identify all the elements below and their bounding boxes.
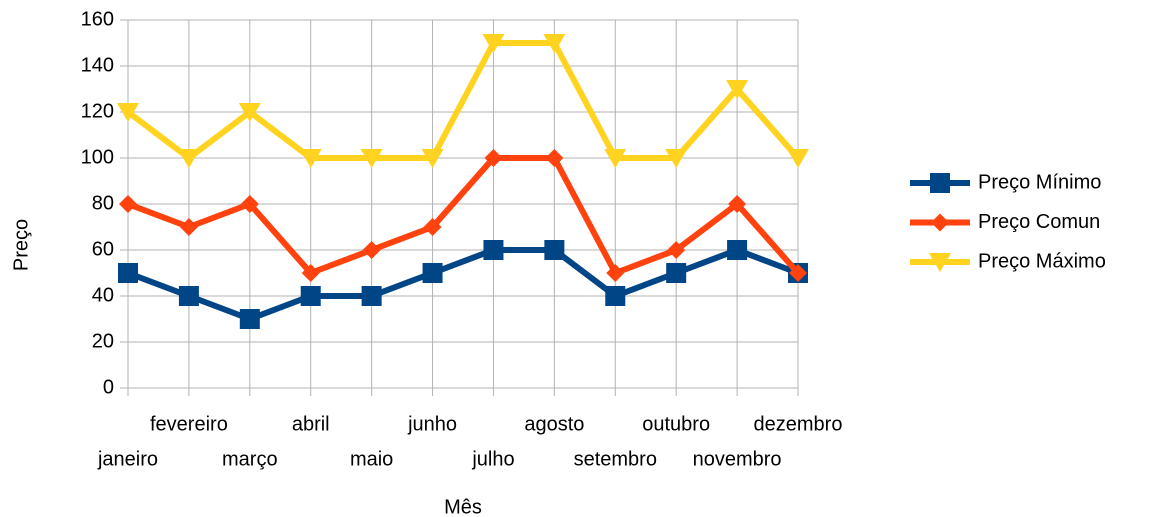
data-point xyxy=(422,263,443,283)
y-tick-label: 0 xyxy=(103,376,114,398)
data-point xyxy=(301,264,320,282)
data-point xyxy=(543,34,566,53)
series-line xyxy=(126,40,801,161)
legend-label: Preço Mínimo xyxy=(978,171,1101,193)
x-tick-label: março xyxy=(222,448,278,470)
data-point xyxy=(482,34,505,53)
data-point xyxy=(604,149,627,168)
y-tick-label: 20 xyxy=(92,330,114,352)
y-tick-label: 160 xyxy=(81,8,114,30)
data-point xyxy=(665,149,688,168)
data-point xyxy=(239,309,260,329)
data-point xyxy=(299,149,322,168)
data-point xyxy=(179,218,198,236)
y-tick-label: 140 xyxy=(81,54,114,76)
data-point xyxy=(484,149,503,167)
x-tick-label: agosto xyxy=(524,413,584,435)
x-tick-label: novembro xyxy=(693,448,782,470)
legend-label: Preço Comun xyxy=(978,211,1100,233)
data-point xyxy=(606,264,625,282)
data-point xyxy=(605,286,626,306)
y-tick-label: 60 xyxy=(92,238,114,260)
data-point xyxy=(118,263,138,283)
data-point xyxy=(423,218,442,236)
legend-marker xyxy=(929,253,951,272)
x-tick-label: junho xyxy=(407,413,457,435)
data-point xyxy=(177,149,200,168)
x-tick-label: outubro xyxy=(642,413,710,435)
legend-marker xyxy=(931,213,949,232)
y-tick-label: 100 xyxy=(81,146,114,168)
data-point xyxy=(178,286,199,306)
data-point xyxy=(727,240,748,260)
x-axis-label: Mês xyxy=(444,496,482,517)
series-line xyxy=(126,155,801,276)
data-point xyxy=(421,149,444,168)
data-point xyxy=(545,149,564,167)
data-point xyxy=(728,195,747,213)
data-point xyxy=(789,264,807,282)
legend-marker xyxy=(930,173,950,193)
y-axis-label: Preço xyxy=(10,219,32,271)
data-point xyxy=(483,240,504,260)
data-point xyxy=(667,241,686,259)
data-point xyxy=(117,103,139,122)
data-point xyxy=(119,195,137,213)
data-point xyxy=(240,195,259,213)
data-point xyxy=(300,286,321,306)
data-point xyxy=(361,286,382,306)
x-tick-label: setembro xyxy=(574,448,657,470)
x-tick-label: fevereiro xyxy=(150,413,228,435)
x-tick-label: abril xyxy=(292,413,330,435)
data-point xyxy=(787,149,809,168)
y-tick-label: 80 xyxy=(92,192,114,214)
data-point xyxy=(726,80,749,99)
data-point xyxy=(360,149,383,168)
y-tick-label: 40 xyxy=(92,284,114,306)
x-tick-label: julho xyxy=(471,448,514,470)
x-tick-label: maio xyxy=(350,448,393,470)
x-tick-label: janeiro xyxy=(97,448,158,470)
legend-label: Preço Máximo xyxy=(978,250,1106,272)
data-point xyxy=(238,103,261,122)
data-point xyxy=(544,240,565,260)
data-point xyxy=(362,241,381,259)
x-tick-label: dezembro xyxy=(754,413,843,435)
data-point xyxy=(666,263,687,283)
series-line xyxy=(126,247,800,322)
y-tick-label: 120 xyxy=(81,100,114,122)
